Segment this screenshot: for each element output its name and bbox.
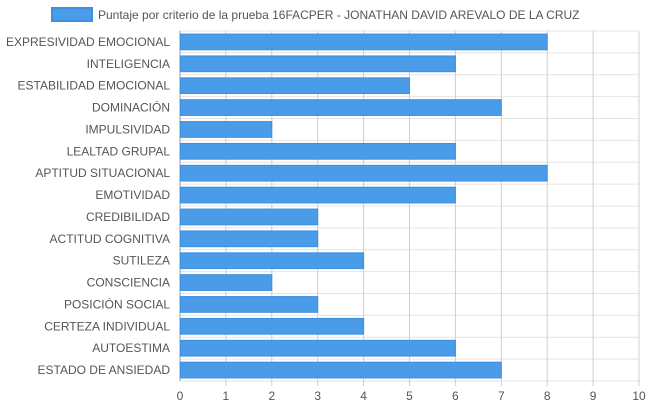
x-axis-labels: 0 1 2 3 4 5 6 7 8 9 10 <box>177 389 646 403</box>
bar[interactable] <box>180 33 548 51</box>
bar[interactable] <box>180 121 273 138</box>
bar[interactable] <box>180 208 319 226</box>
category-label: IMPULSIVIDAD <box>85 122 170 136</box>
category-label: POSICIÓN SOCIAL <box>64 296 170 311</box>
bar[interactable] <box>180 77 410 95</box>
bar[interactable] <box>180 339 456 357</box>
category-label: APTITUD SITUACIONAL <box>35 166 170 180</box>
bar[interactable] <box>180 55 456 73</box>
bar[interactable] <box>180 99 502 116</box>
category-label: DOMINACIÓN <box>92 100 170 115</box>
x-tick-label: 9 <box>590 389 597 403</box>
x-tick-label: 0 <box>177 389 184 403</box>
y-axis-labels: EXPRESIVIDAD EMOCIONAL INTELIGENCIA ESTABI… <box>6 35 170 377</box>
grid <box>179 30 640 386</box>
bar[interactable] <box>180 274 273 291</box>
category-label: INTELIGENCIA <box>87 57 170 71</box>
bar[interactable] <box>180 230 319 248</box>
x-tick-label: 10 <box>632 389 646 403</box>
category-label: CREDIBILIDAD <box>86 210 170 224</box>
category-label: ESTADO DE ANSIEDAD <box>38 363 171 377</box>
x-tick-label: 5 <box>406 389 413 403</box>
bar[interactable] <box>180 252 365 270</box>
x-tick-label: 3 <box>314 389 321 403</box>
x-tick-label: 4 <box>360 389 367 403</box>
bars <box>180 33 548 379</box>
category-label: ESTABILIDAD EMOCIONAL <box>18 79 171 93</box>
category-label: ACTITUD COGNITIVA <box>50 232 170 246</box>
category-label: LEALTAD GRUPAL <box>67 144 171 158</box>
bar[interactable] <box>180 164 548 182</box>
legend[interactable]: Puntaje por criterio de la prueba 16FACP… <box>51 7 580 22</box>
x-tick-label: 8 <box>544 389 551 403</box>
bar[interactable] <box>180 186 456 204</box>
category-label: EXPRESIVIDAD EMOCIONAL <box>6 35 170 49</box>
legend-label: Puntaje por criterio de la prueba 16FACP… <box>98 8 580 22</box>
x-tick-label: 2 <box>268 389 275 403</box>
category-label: CERTEZA INDIVIDUAL <box>44 319 170 333</box>
bar[interactable] <box>180 317 365 335</box>
category-label: EMOTIVIDAD <box>95 188 170 202</box>
x-tick-label: 7 <box>498 389 505 403</box>
x-tick-label: 6 <box>452 389 459 403</box>
legend-swatch <box>51 7 93 22</box>
category-label: SUTILEZA <box>113 254 170 268</box>
x-tick-label: 1 <box>223 389 230 403</box>
category-label: AUTOESTIMA <box>92 341 170 355</box>
bar[interactable] <box>180 142 456 160</box>
bar[interactable] <box>180 361 502 379</box>
category-label: CONSCIENCIA <box>87 276 170 290</box>
bar[interactable] <box>180 296 319 313</box>
